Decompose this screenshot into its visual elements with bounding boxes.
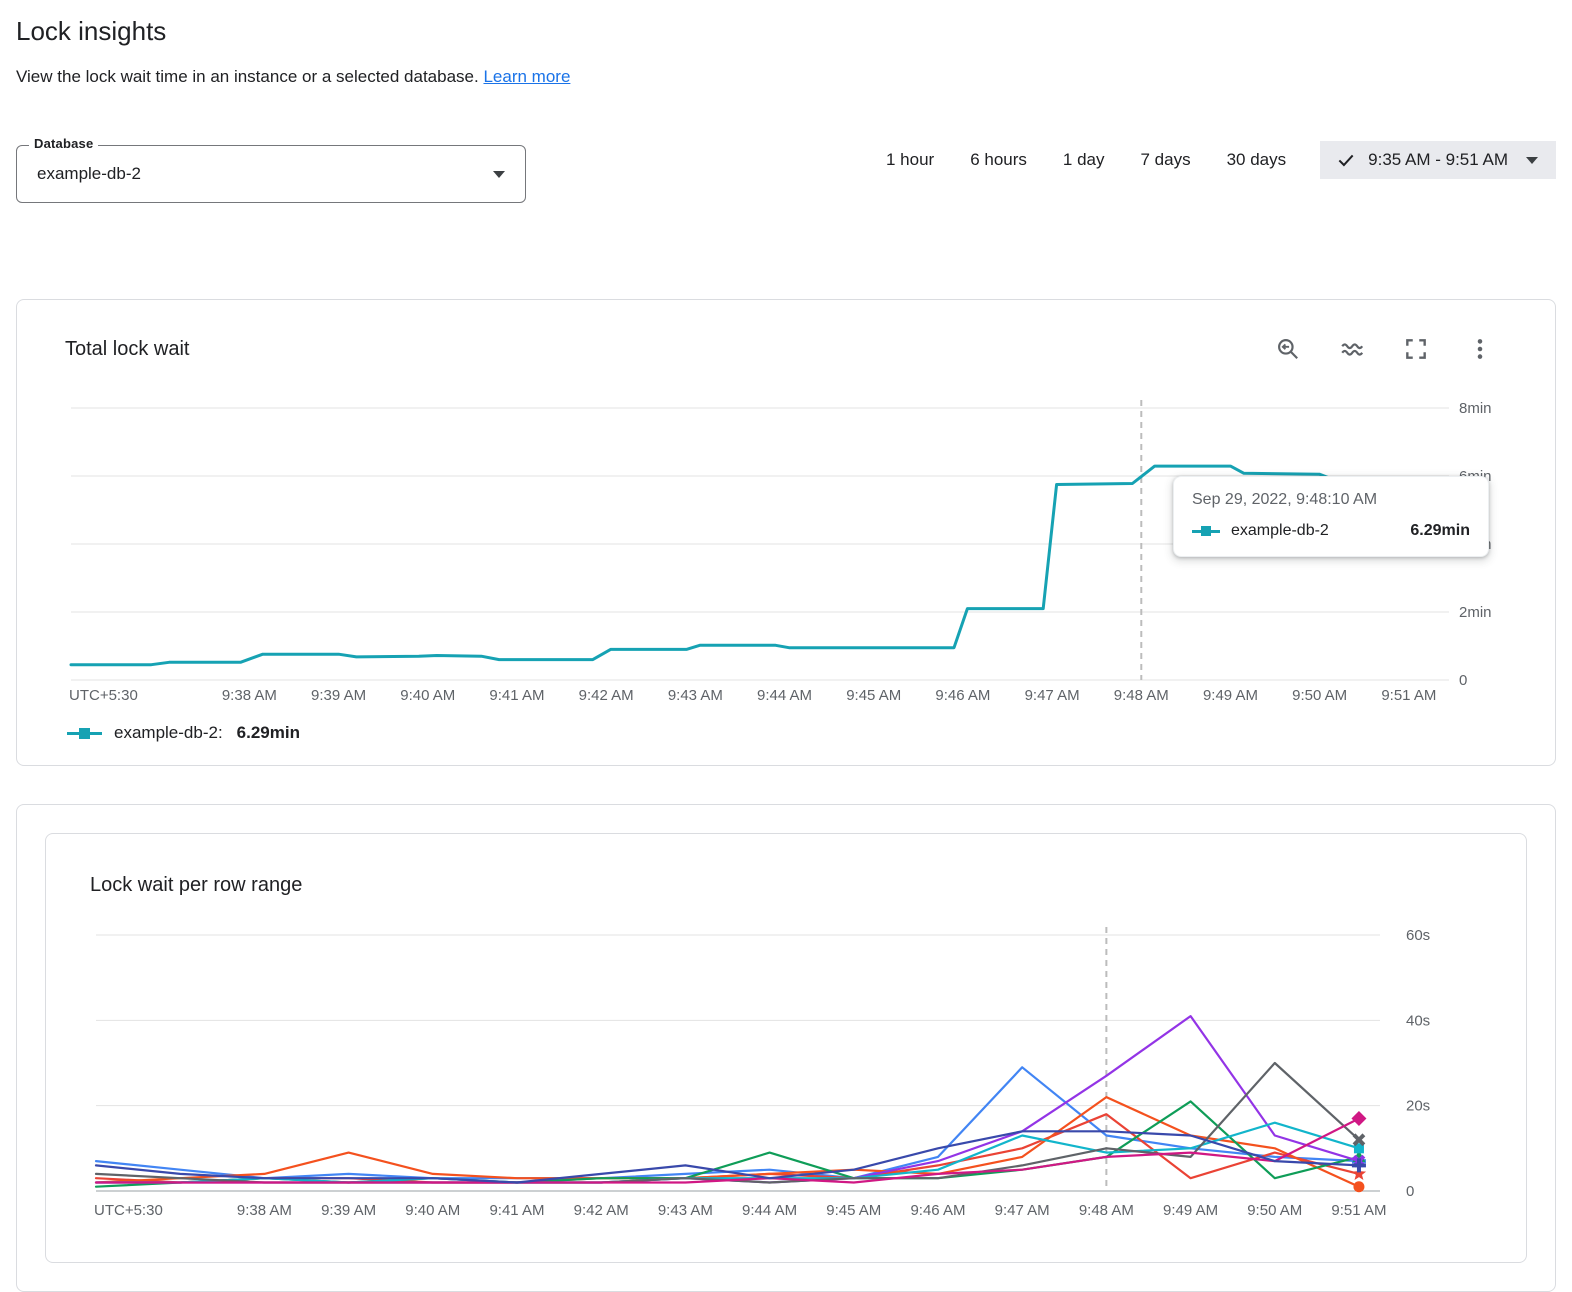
svg-text:9:43 AM: 9:43 AM: [658, 1202, 713, 1219]
svg-text:9:50 AM: 9:50 AM: [1292, 687, 1347, 704]
chevron-down-icon: [493, 170, 505, 178]
svg-text:UTC+5:30: UTC+5:30: [94, 1202, 163, 1219]
time-range-30-days[interactable]: 30 days: [1226, 150, 1287, 169]
svg-text:40s: 40s: [1406, 1012, 1430, 1029]
tooltip-row: example-db-2 6.29min: [1192, 522, 1470, 540]
page-title: Lock insights: [16, 16, 167, 46]
svg-text:8min: 8min: [1459, 400, 1492, 417]
time-range-1-hour[interactable]: 1 hour: [886, 150, 935, 169]
time-range-bar: 1 hour 6 hours 1 day 7 days 30 days 9:35…: [850, 141, 1556, 179]
lock-wait-per-row-range-card: Lock wait per row range 0 20s 40s 60s UTC+5:…: [45, 833, 1527, 1263]
tooltip-date: Sep 29, 2022, 9:48:10 AM: [1192, 491, 1378, 508]
waves-icon[interactable]: [1339, 336, 1365, 362]
fullscreen-icon[interactable]: [1403, 336, 1429, 362]
svg-text:9:47 AM: 9:47 AM: [995, 1202, 1050, 1219]
svg-text:9:50 AM: 9:50 AM: [1247, 1202, 1302, 1219]
svg-text:9:45 AM: 9:45 AM: [846, 687, 901, 704]
lock-wait-per-row-range-title: Lock wait per row range: [90, 874, 303, 896]
svg-text:9:46 AM: 9:46 AM: [935, 687, 990, 704]
svg-text:9:51 AM: 9:51 AM: [1381, 687, 1436, 704]
svg-text:9:45 AM: 9:45 AM: [826, 1202, 881, 1219]
total-lock-wait-chart[interactable]: 02min4min6min8minUTC+5:309:38 AM9:39 AM9…: [65, 388, 1507, 709]
svg-text:9:38 AM: 9:38 AM: [222, 687, 277, 704]
zoom-reset-icon[interactable]: [1275, 336, 1301, 362]
svg-text:9:41 AM: 9:41 AM: [489, 687, 544, 704]
chevron-down-icon: [1526, 156, 1538, 164]
subtitle-text: View the lock wait time in an instance o…: [16, 67, 479, 86]
total-lock-wait-header: Total lock wait: [65, 336, 1507, 362]
legend-series-name: example-db-2:: [114, 723, 223, 742]
svg-text:9:39 AM: 9:39 AM: [321, 1202, 376, 1219]
legend-series-value: 6.29min: [236, 723, 300, 742]
controls-row: Database example-db-2 1 hour 6 hours 1 d…: [16, 136, 1556, 203]
svg-text:9:48 AM: 9:48 AM: [1114, 687, 1169, 704]
time-range-1-day[interactable]: 1 day: [1062, 150, 1105, 169]
svg-text:9:40 AM: 9:40 AM: [405, 1202, 460, 1219]
time-range-selected-chip[interactable]: 9:35 AM - 9:51 AM: [1320, 141, 1556, 179]
more-vert-icon[interactable]: [1467, 336, 1493, 362]
svg-text:9:43 AM: 9:43 AM: [668, 687, 723, 704]
svg-text:9:40 AM: 9:40 AM: [400, 687, 455, 704]
svg-text:9:39 AM: 9:39 AM: [311, 687, 366, 704]
svg-text:9:38 AM: 9:38 AM: [237, 1202, 292, 1219]
database-select[interactable]: Database example-db-2: [16, 136, 526, 203]
svg-text:20s: 20s: [1406, 1098, 1430, 1115]
tooltip-series-value: 6.29min: [1410, 522, 1470, 539]
total-lock-wait-card: Total lock wait: [16, 299, 1556, 766]
chart-tooltip: Sep 29, 2022, 9:48:10 AM example-db-2 6.…: [1173, 476, 1489, 557]
svg-text:9:51 AM: 9:51 AM: [1331, 1202, 1386, 1219]
svg-text:0: 0: [1406, 1183, 1414, 1200]
time-range-6-hours[interactable]: 6 hours: [970, 150, 1027, 169]
svg-text:9:47 AM: 9:47 AM: [1025, 687, 1080, 704]
lock-wait-per-row-range-header: Lock wait per row range: [90, 874, 1482, 897]
time-range-7-days[interactable]: 7 days: [1140, 150, 1191, 169]
svg-text:9:42 AM: 9:42 AM: [579, 687, 634, 704]
series-glyph: [67, 727, 102, 739]
svg-text:0: 0: [1459, 672, 1467, 689]
svg-text:2min: 2min: [1459, 604, 1492, 621]
lock-wait-per-row-range-section: Lock wait per row range 0 20s 40s 60s UTC+5:…: [16, 804, 1556, 1292]
svg-text:9:42 AM: 9:42 AM: [574, 1202, 629, 1219]
chart-legend[interactable]: example-db-2: 6.29min: [65, 723, 1507, 743]
svg-text:9:49 AM: 9:49 AM: [1163, 1202, 1218, 1219]
lock-wait-per-row-range-chart[interactable]: 0 20s 40s 60s UTC+5:30 9:38 AM 9:39 AM 9:40 AM 9…: [90, 919, 1482, 1226]
svg-text:9:44 AM: 9:44 AM: [742, 1202, 797, 1219]
svg-text:9:46 AM: 9:46 AM: [910, 1202, 965, 1219]
svg-text:9:44 AM: 9:44 AM: [757, 687, 812, 704]
svg-text:60s: 60s: [1406, 927, 1430, 944]
svg-text:9:48 AM: 9:48 AM: [1079, 1202, 1134, 1219]
database-select-value: example-db-2: [37, 164, 141, 183]
svg-text:9:41 AM: 9:41 AM: [489, 1202, 544, 1219]
svg-text:9:49 AM: 9:49 AM: [1203, 687, 1258, 704]
svg-text:UTC+5:30: UTC+5:30: [69, 687, 138, 704]
total-lock-wait-title: Total lock wait: [65, 337, 190, 360]
series-glyph: [1192, 526, 1220, 536]
database-select-label: Database: [29, 136, 99, 151]
chart-toolbar: [1275, 336, 1493, 362]
check-icon: [1338, 154, 1354, 167]
learn-more-link[interactable]: Learn more: [483, 67, 571, 86]
tooltip-series-name: example-db-2: [1231, 522, 1329, 539]
time-range-selected-label: 9:35 AM - 9:51 AM: [1368, 150, 1508, 169]
page-subtitle: View the lock wait time in an instance o…: [16, 67, 1556, 87]
